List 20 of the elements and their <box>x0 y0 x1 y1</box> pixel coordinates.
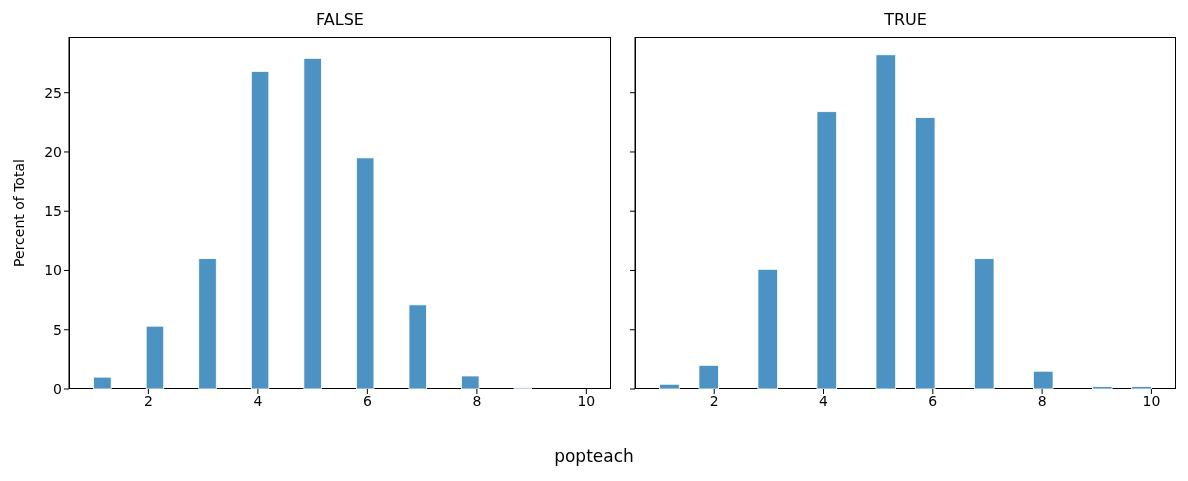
x-tick-label: 10 <box>577 392 596 409</box>
y-tick-label: 20 <box>44 143 62 160</box>
x-tick-label: 4 <box>819 392 829 409</box>
x-tick-label: 2 <box>143 392 153 409</box>
x-tick-label: 4 <box>253 392 263 409</box>
x-tick-label: 6 <box>928 392 938 409</box>
x-tick-label: 6 <box>362 392 372 409</box>
chart-title: TRUE <box>883 10 928 29</box>
x-tick-label: 10 <box>1142 392 1161 409</box>
x-tick-label: 8 <box>472 392 482 409</box>
y-tick-label: 0 <box>53 380 62 397</box>
x-tick-label: 2 <box>709 392 719 409</box>
chart-title: FALSE <box>315 10 365 29</box>
y-tick-label: 25 <box>44 84 62 101</box>
y-axis-title: Percent of Total <box>11 159 27 267</box>
y-tick-label: 5 <box>53 321 62 338</box>
y-tick-label: 10 <box>44 262 62 279</box>
y-tick-label: 15 <box>44 203 62 220</box>
x-tick-label: 8 <box>1037 392 1047 409</box>
x-axis-title: popteach <box>553 446 635 466</box>
